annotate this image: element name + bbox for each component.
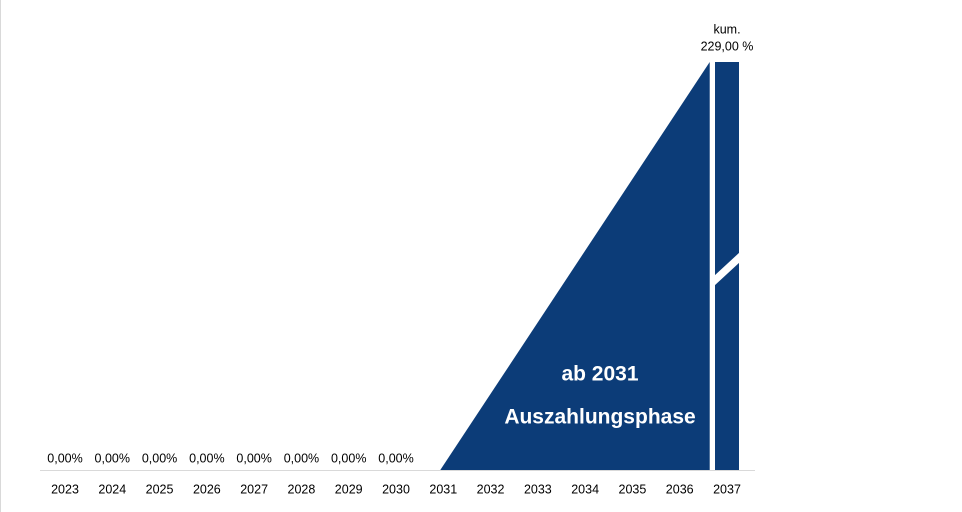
x-tick-label: 2037 [713, 482, 741, 496]
value-label: 0,00% [142, 451, 177, 465]
value-label: 0,00% [189, 451, 224, 465]
value-label: 0,00% [378, 451, 413, 465]
x-tick-label: 2035 [619, 482, 647, 496]
x-tick-label: 2026 [193, 482, 221, 496]
x-tick-label: 2028 [288, 482, 316, 496]
axis-break [714, 252, 740, 286]
x-tick-label: 2024 [98, 482, 126, 496]
annotation: Auszahlungsphase [504, 406, 695, 429]
x-tick-label: 2023 [51, 482, 79, 496]
value-label: 0,00% [236, 451, 271, 465]
annotation: kum. [713, 22, 740, 36]
x-tick-label: 2027 [240, 482, 268, 496]
x-tick-label: 2029 [335, 482, 363, 496]
payout-triangle [440, 62, 710, 470]
annotation: ab 2031 [561, 363, 638, 386]
value-label: 0,00% [95, 451, 130, 465]
x-tick-label: 2032 [477, 482, 505, 496]
x-tick-label: 2031 [429, 482, 457, 496]
value-label: 0,00% [284, 451, 319, 465]
value-label: 229,00 % [701, 39, 754, 53]
value-label: 0,00% [47, 451, 82, 465]
x-tick-label: 2036 [666, 482, 694, 496]
x-tick-label: 2034 [571, 482, 599, 496]
value-label: 0,00% [331, 451, 366, 465]
x-tick-label: 2033 [524, 482, 552, 496]
x-tick-label: 2025 [146, 482, 174, 496]
x-tick-label: 2030 [382, 482, 410, 496]
